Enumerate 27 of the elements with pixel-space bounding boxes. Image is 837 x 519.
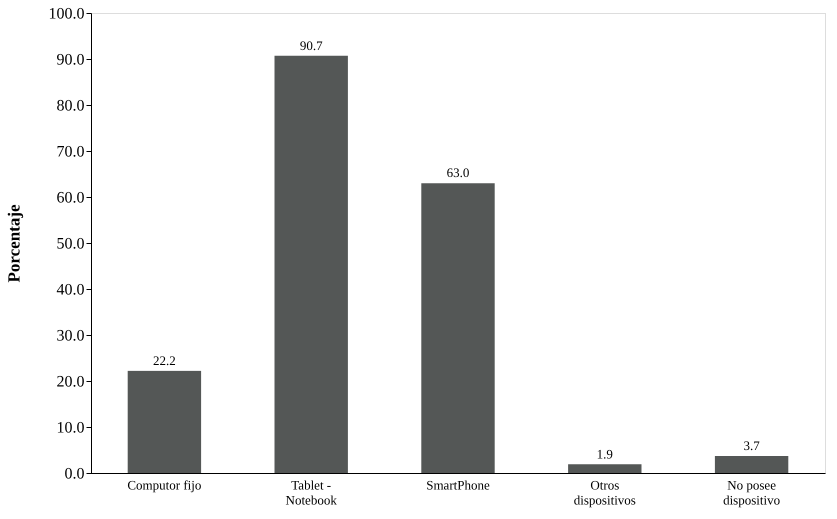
y-tick-label: 10.0 [56, 420, 84, 436]
x-tick-label: Otros dispositivos [574, 478, 636, 508]
x-tick-label: Tablet - Notebook [286, 478, 338, 508]
y-tick-label: 60.0 [56, 190, 84, 206]
y-tick-label: 0.0 [64, 466, 84, 482]
data-label: 1.9 [596, 446, 613, 462]
y-tick-label: 80.0 [56, 98, 84, 114]
x-tick-label: No posee dispositivo [723, 478, 780, 508]
data-label: 63.0 [446, 165, 470, 180]
data-label: 3.7 [743, 438, 760, 453]
y-tick-label: 50.0 [56, 236, 84, 252]
y-tick-label: 70.0 [56, 144, 84, 160]
bar [128, 370, 202, 473]
y-tick-label: 90.0 [56, 52, 84, 68]
bar [274, 56, 348, 473]
y-tick-label: 40.0 [56, 282, 84, 298]
data-label: 22.2 [153, 352, 176, 368]
y-tick-label: 30.0 [56, 328, 84, 344]
bar [714, 456, 788, 473]
y-tick-label: 20.0 [56, 374, 84, 390]
y-tick-label: 100.0 [48, 6, 84, 22]
bar [421, 183, 495, 473]
x-tick-label: Computor fijo [127, 478, 202, 492]
bar [568, 464, 642, 473]
y-axis-title: Porcentaje [4, 204, 24, 283]
x-tick-label: SmartPhone [426, 478, 490, 492]
data-label: 90.7 [300, 38, 324, 53]
